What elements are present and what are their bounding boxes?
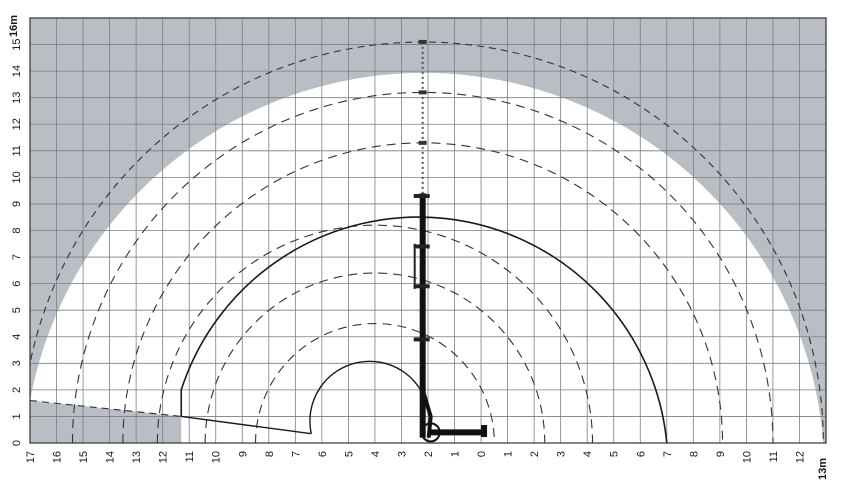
base-beam	[428, 429, 484, 436]
extension-joint	[418, 90, 427, 95]
x-tick-label: 10	[211, 451, 223, 463]
reach-arc	[71, 92, 774, 443]
y-tick-label: 13	[11, 92, 23, 104]
y-unit-label: 16m	[8, 15, 20, 37]
y-tick-label: 6	[11, 281, 23, 287]
x-tick-label: 1	[503, 451, 515, 457]
x-tick-label: 4	[582, 451, 594, 457]
reach-arc	[254, 322, 495, 443]
x-tick-label: 2	[529, 451, 541, 457]
x-tick-label: 9	[715, 451, 727, 457]
boom-main	[419, 193, 426, 438]
x-tick-label: 12	[794, 451, 806, 463]
y-tick-label: 3	[11, 360, 23, 366]
x-tick-label: 6	[317, 451, 329, 457]
envelope-dome	[309, 360, 429, 434]
bottom-left-dashed-line	[29, 399, 182, 417]
boom-bracket	[413, 337, 430, 342]
x-tick-label: 5	[609, 451, 621, 457]
x-tick-label: 16	[52, 451, 64, 463]
x-tick-label: 15	[78, 451, 90, 463]
y-tick-label: 1	[11, 413, 23, 419]
reach-area	[30, 72, 824, 443]
x-tick-label: 8	[688, 451, 700, 457]
envelope-outer-curve	[180, 216, 668, 444]
x-tick-label: 4	[370, 451, 382, 457]
x-tick-label: 10	[741, 451, 753, 463]
x-tick-label: 2	[423, 451, 435, 457]
grid	[29, 17, 827, 444]
reach-arc	[156, 224, 594, 443]
y-tick-label: 9	[11, 201, 23, 207]
x-tick-label: 3	[396, 451, 408, 457]
extension-joint	[418, 140, 427, 145]
y-tick-label: 0	[11, 440, 23, 446]
reach-arc	[204, 272, 546, 443]
crane-boom	[413, 39, 488, 443]
x-tick-label: 14	[105, 451, 117, 463]
y-tick-label: 2	[11, 387, 23, 393]
plot-border	[29, 17, 827, 444]
envelope-base-line	[181, 415, 312, 435]
y-tick-label: 5	[11, 307, 23, 313]
x-tick-label: 11	[768, 451, 780, 462]
y-tick-label: 15	[11, 38, 23, 50]
x-tick-label: 0	[476, 451, 488, 457]
x-tick-label: 9	[237, 451, 249, 457]
x-tick-label: 6	[635, 451, 647, 457]
extension-joint	[418, 39, 427, 44]
x-tick-label: 1	[450, 451, 462, 457]
y-tick-label: 8	[11, 227, 23, 233]
x-tick-label: 7	[290, 451, 302, 457]
x-tick-label: 3	[556, 451, 568, 457]
boom-bracket	[413, 284, 430, 289]
y-tick-label: 7	[11, 254, 23, 260]
x-tick-label: 17	[25, 451, 37, 463]
x-tick-label: 12	[158, 451, 170, 463]
x-tick-labels: 17 16 15 14 13 12 11 10 9 8 7 6 5 4 3 2 1 0 1 2 3 4 5 6 7 8 9 10 11 1…	[25, 451, 806, 463]
x-unit-label: 13m	[817, 458, 829, 480]
boom-bracket	[413, 193, 430, 198]
y-tick-label: 12	[11, 118, 23, 130]
y-tick-label: 11	[11, 145, 23, 156]
x-tick-label: 11	[184, 451, 196, 462]
y-tick-label: 10	[11, 171, 23, 183]
boom-bracket	[413, 244, 430, 249]
x-tick-label: 8	[264, 451, 276, 457]
y-tick-label: 4	[11, 334, 23, 340]
x-tick-label: 5	[343, 451, 355, 457]
base-end	[481, 425, 488, 438]
x-tick-label: 13	[131, 451, 143, 463]
x-tick-label: 7	[662, 451, 674, 457]
working-envelope	[29, 216, 668, 444]
y-tick-label: 14	[11, 65, 23, 77]
